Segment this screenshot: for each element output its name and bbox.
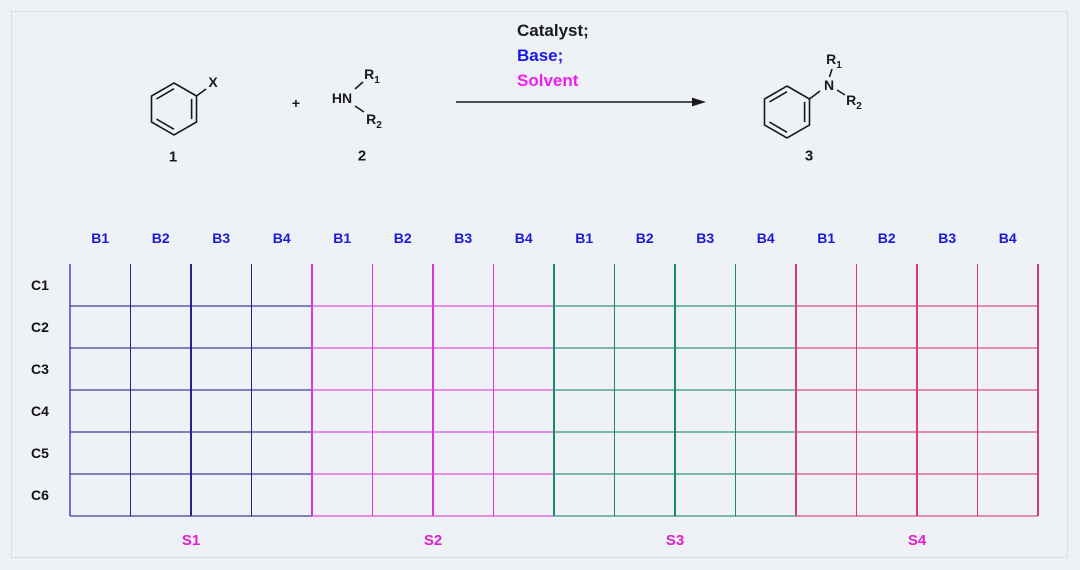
benzene-ring-3 [763,85,811,139]
bond-n-r1 [828,68,833,78]
arrowhead [692,97,706,107]
col-header-s4-b2: B2 [877,230,896,246]
r1-label-product: R1 [826,51,842,71]
section-label-s3: S3 [665,532,685,549]
col-header-s4-b4: B4 [998,230,1017,246]
col-header-s2-b2: B2 [393,230,412,246]
row-header-c1: C1 [31,277,49,293]
plate-section-s1 [69,264,312,517]
plate-section-labels: S1 S2 S3 S4 [70,530,1038,552]
col-header-s3-b2: B2 [635,230,654,246]
bond-n-r2 [836,89,846,96]
row-header-c2: C2 [31,319,49,335]
row-header-c5: C5 [31,445,49,461]
col-header-s4-b1: B1 [817,230,836,246]
n-label-product: N [823,77,835,93]
col-header-s2-b4: B4 [514,230,533,246]
col-header-s1-b1: B1 [91,230,110,246]
bond-to-x [196,88,207,97]
condition-catalyst: Catalyst; [517,21,589,40]
condition-solvent: Solvent [517,71,579,90]
plate-column-headers: B1 B2 B3 B4 B1 B2 B3 B4 B1 B2 B3 B4 B1 B… [70,225,1038,251]
bond-hn-r2 [354,105,365,113]
row-header-c3: C3 [31,361,49,377]
col-header-s2-b1: B1 [333,230,352,246]
section-label-s4: S4 [907,532,927,549]
compound-3-label: 3 [804,147,814,165]
plate-row-headers: C1 C2 C3 C4 C5 C6 [20,264,60,516]
hn-label: HN [331,90,353,106]
substituent-x-label: X [208,74,218,90]
compound-2-label: 2 [357,147,367,165]
col-header-s3-b4: B4 [756,230,775,246]
benzene-ring-1 [150,82,198,136]
col-header-s1-b3: B3 [212,230,231,246]
col-header-s1-b4: B4 [272,230,291,246]
condition-base: Base; [517,46,564,65]
compound-1-label: 1 [168,148,178,166]
plate-section-s4 [795,264,1039,517]
section-label-s1: S1 [181,532,201,549]
col-header-s4-b3: B3 [938,230,957,246]
row-header-c6: C6 [31,487,49,503]
reaction-scheme-drawing [150,68,846,139]
col-header-s3-b1: B1 [575,230,594,246]
plate-section-s2 [311,264,554,517]
bond-ring-n [809,90,821,100]
r2-label-product: R2 [846,92,862,112]
col-header-s1-b2: B2 [151,230,170,246]
plate-section-s3 [553,264,796,517]
row-header-c4: C4 [31,403,49,419]
col-header-s2-b3: B3 [454,230,473,246]
r1-label-reactant: R1 [364,66,380,86]
section-label-s2: S2 [423,532,443,549]
plus-sign: + [291,95,301,111]
r2-label-reactant: R2 [366,111,382,131]
col-header-s3-b3: B3 [696,230,715,246]
bond-hn-r1 [354,81,364,90]
